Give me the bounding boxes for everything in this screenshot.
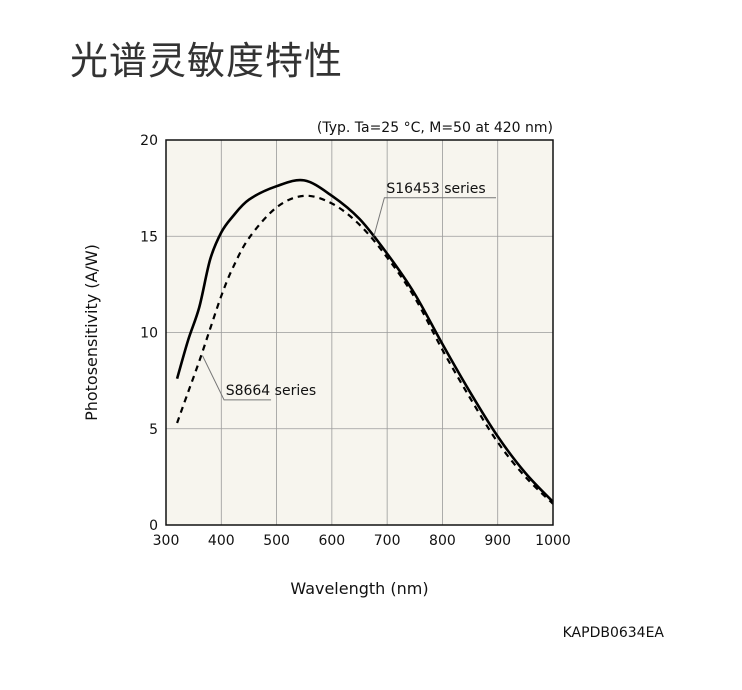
annotations: S16453 series S8664 series [202, 181, 496, 401]
x-axis-ticks: 300 400 500 600 700 800 900 1000 [153, 533, 571, 549]
page-title: 光谱灵敏度特性 [70, 39, 344, 83]
y-axis-label: Photosensitivity (A/W) [82, 244, 101, 421]
x-tick-label: 300 [153, 533, 180, 549]
x-tick-label: 600 [318, 533, 345, 549]
x-tick-label: 700 [374, 533, 401, 549]
x-tick-label: 500 [263, 533, 290, 549]
x-tick-label: 1000 [535, 533, 571, 549]
y-axis-ticks: 0 5 10 15 20 [140, 133, 158, 534]
x-axis-label: Wavelength (nm) [290, 579, 428, 598]
measurement-conditions: (Typ. Ta=25 °C, M=50 at 420 nm) [317, 120, 553, 136]
series-group [175, 178, 554, 505]
leader-line-s16453 [373, 197, 496, 237]
y-tick-label: 0 [149, 518, 158, 534]
series-line-s16453 [175, 178, 554, 503]
leader-line-s8664 [202, 355, 272, 401]
figure-code: KAPDB0634EA [563, 625, 665, 641]
plot-frame [165, 139, 554, 526]
y-tick-label: 20 [140, 133, 158, 149]
x-tick-label: 900 [484, 533, 511, 549]
x-tick-label: 400 [208, 533, 235, 549]
series-label-s16453: S16453 series [386, 181, 485, 197]
y-tick-label: 10 [140, 326, 158, 342]
y-tick-label: 5 [149, 422, 158, 438]
x-tick-label: 800 [429, 533, 456, 549]
y-tick-label: 15 [140, 229, 158, 245]
series-label-s8664: S8664 series [226, 383, 316, 399]
